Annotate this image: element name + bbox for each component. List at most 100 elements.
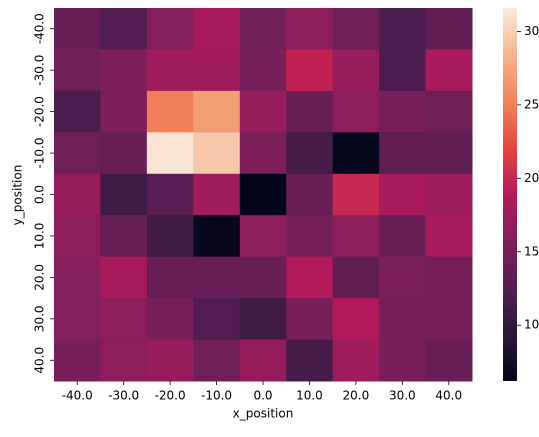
heatmap-cell: [100, 90, 148, 133]
y-tick-label: 10.0: [33, 223, 47, 250]
heatmap-cell: [425, 132, 473, 175]
colorbar-tick-label: 250: [524, 97, 539, 111]
heatmap-cell: [146, 8, 194, 50]
x-tick-label: -30.0: [108, 389, 139, 403]
x-tick-label: 0.0: [253, 389, 272, 403]
y-axis-label: y_position: [11, 165, 25, 226]
heatmap-cell: [332, 173, 380, 216]
heatmap-cell: [193, 256, 241, 299]
heatmap-cell: [425, 8, 473, 50]
heatmap-cell: [332, 256, 380, 299]
heatmap-cell: [193, 90, 241, 133]
heatmap-cell: [146, 215, 194, 258]
heatmap-cell: [54, 215, 101, 258]
heatmap-cell: [379, 49, 427, 92]
x-tick-label: 30.0: [389, 389, 416, 403]
colorbar: [503, 8, 517, 381]
colorbar-tick-label: 100: [524, 318, 539, 332]
heatmap-cell: [379, 339, 427, 382]
heatmap-cell: [193, 8, 241, 50]
heatmap-cell: [286, 256, 334, 299]
heatmap-cell: [286, 339, 334, 382]
y-tick-label: 0.0: [33, 185, 47, 204]
heatmap-cell: [379, 173, 427, 216]
heatmap-cell: [100, 256, 148, 299]
heatmap-cell: [54, 298, 101, 341]
heatmap-cell: [332, 49, 380, 92]
heatmap-cell: [193, 173, 241, 216]
heatmap-cell: [379, 298, 427, 341]
heatmap-cell: [332, 215, 380, 258]
x-tick-label: 10.0: [296, 389, 323, 403]
heatmap-cell: [54, 90, 101, 133]
heatmap-cell: [425, 256, 473, 299]
heatmap-cell: [286, 173, 334, 216]
heatmap-cell: [146, 256, 194, 299]
heatmap-cell: [100, 8, 148, 50]
heatmap-cell: [379, 256, 427, 299]
heatmap-cell: [332, 90, 380, 133]
heatmap-cell: [100, 339, 148, 382]
heatmap-cell: [100, 173, 148, 216]
x-tick-label: -20.0: [155, 389, 186, 403]
heatmap-cell: [100, 215, 148, 258]
heatmap-cell: [332, 298, 380, 341]
heatmap-cell: [239, 339, 287, 382]
heatmap-cell: [193, 49, 241, 92]
heatmap-cell: [332, 8, 380, 50]
y-tick-label: 40.0: [33, 347, 47, 374]
heatmap-cell: [193, 132, 241, 175]
heatmap-cell: [54, 339, 101, 382]
heatmap-cell: [100, 298, 148, 341]
heatmap-cell: [425, 49, 473, 92]
colorbar-tick-label: 300: [524, 24, 539, 38]
y-tick-label: -10.0: [33, 138, 47, 169]
x-axis-label: x_position: [233, 407, 294, 421]
heatmap-cell: [286, 132, 334, 175]
y-tick-label: -20.0: [33, 96, 47, 127]
y-tick-label: 20.0: [33, 264, 47, 291]
heatmap-cell: [100, 49, 148, 92]
heatmap-cell: [193, 215, 241, 258]
heatmap-cell: [146, 298, 194, 341]
heatmap-cell: [286, 298, 334, 341]
heatmap-cell: [54, 256, 101, 299]
heatmap-cell: [286, 90, 334, 133]
heatmap-cell: [193, 298, 241, 341]
heatmap-cell: [239, 90, 287, 133]
heatmap-cell: [425, 215, 473, 258]
heatmap-cell: [332, 339, 380, 382]
colorbar-tick-label: 200: [524, 171, 539, 185]
heatmap-cell: [239, 173, 287, 216]
x-tick-label: 40.0: [435, 389, 462, 403]
heatmap-cell: [54, 8, 101, 50]
heatmap-cell: [332, 132, 380, 175]
heatmap-cell: [146, 173, 194, 216]
heatmap-cell: [239, 215, 287, 258]
heatmap-cell: [146, 90, 194, 133]
colorbar-tick-label: 150: [524, 244, 539, 258]
heatmap-cell: [379, 8, 427, 50]
heatmap-cell: [239, 298, 287, 341]
heatmap-cell: [239, 132, 287, 175]
heatmap-cell: [146, 132, 194, 175]
heatmap-cell: [54, 49, 101, 92]
heatmap-cell: [54, 173, 101, 216]
heatmap-cell: [193, 339, 241, 382]
heatmap-cell: [239, 49, 287, 92]
heatmap-cell: [425, 339, 473, 382]
heatmap-cell: [239, 8, 287, 50]
y-tick-label: 30.0: [33, 305, 47, 332]
heatmap-cell: [54, 132, 101, 175]
heatmap-cell: [146, 49, 194, 92]
y-tick-label: -30.0: [33, 55, 47, 86]
heatmap-cell: [146, 339, 194, 382]
heatmap-cell: [379, 215, 427, 258]
heatmap-cell: [286, 8, 334, 50]
heatmap-cell: [379, 132, 427, 175]
heatmap-cell: [239, 256, 287, 299]
heatmap-cell: [379, 90, 427, 133]
heatmap-cell: [425, 90, 473, 133]
x-tick-label: 20.0: [343, 389, 370, 403]
